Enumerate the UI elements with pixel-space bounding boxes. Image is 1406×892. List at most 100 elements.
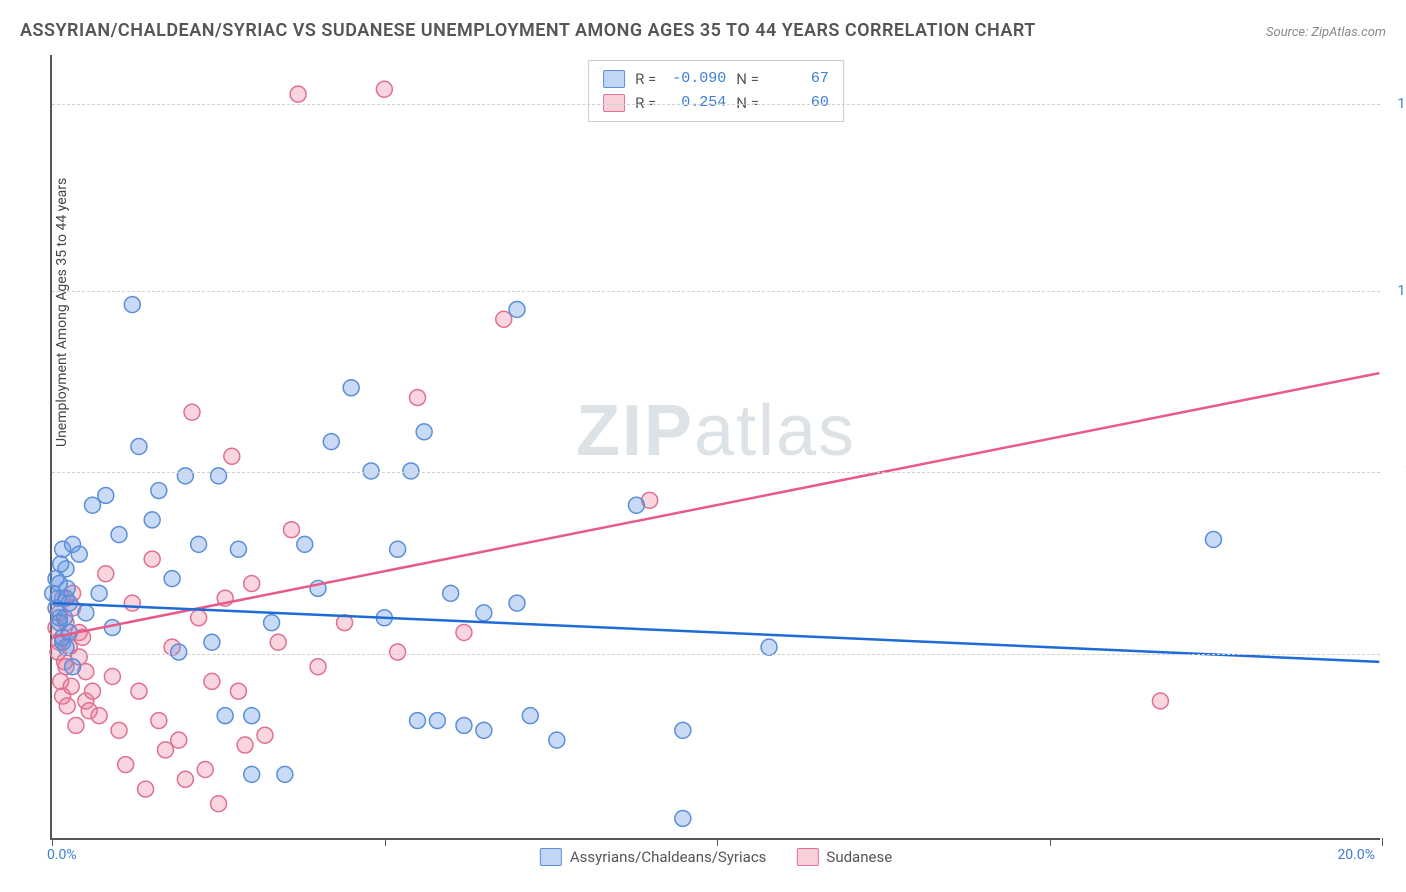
data-point [675,810,691,826]
data-point [184,404,200,420]
series-legend: Assyrians/Chaldeans/Syriacs Sudanese [540,848,892,866]
data-point [131,439,147,455]
data-point [63,678,79,694]
data-point [144,512,160,528]
scatter-svg [52,55,1380,838]
legend-swatch [540,848,562,866]
data-point [217,708,233,724]
data-point [509,595,525,611]
x-tick [1050,838,1051,846]
n-label: N = [736,67,759,91]
data-point [57,610,73,626]
data-point [310,659,326,675]
data-point [204,634,220,650]
data-point [68,717,84,733]
data-point [230,541,246,557]
data-point [476,605,492,621]
data-point [65,659,81,675]
data-point [390,541,406,557]
data-point [53,556,69,572]
data-point [403,463,419,479]
x-tick [52,838,53,846]
data-point [111,527,127,543]
series-legend-item: Sudanese [796,848,892,866]
data-point [390,644,406,660]
y-tick-label: 15.0% [1397,96,1406,112]
data-point [81,703,97,719]
gridline [52,654,1380,655]
source-attribution: Source: ZipAtlas.com [1266,25,1386,40]
data-point [164,571,180,587]
data-point [151,483,167,499]
data-point [59,698,75,714]
data-point [78,605,94,621]
data-point [144,551,160,567]
series-label: Sudanese [826,848,892,866]
data-point [522,708,538,724]
trend-line [53,373,1380,637]
data-point [171,732,187,748]
legend-swatch [603,94,625,112]
data-point [429,713,445,729]
x-axis-max-label: 20.0% [1337,847,1375,863]
data-point [124,297,140,313]
data-point [151,713,167,729]
series-legend-item: Assyrians/Chaldeans/Syriacs [540,848,767,866]
data-point [297,536,313,552]
data-point [85,497,101,513]
data-point [204,673,220,689]
data-point [277,766,293,782]
data-point [55,541,71,557]
n-label: N = [736,91,759,115]
data-point [476,722,492,738]
data-point [270,634,286,650]
legend-row: R =0.254N =60 [603,91,829,115]
data-point [416,424,432,440]
data-point [191,536,207,552]
y-tick-label: 11.2% [1397,283,1406,299]
data-point [118,757,134,773]
data-point [323,434,339,450]
data-point [157,742,173,758]
plot-area: Unemployment Among Ages 35 to 44 years Z… [50,55,1380,840]
data-point [85,683,101,699]
data-point [237,737,253,753]
data-point [191,610,207,626]
gridline [52,472,1380,473]
data-point [376,81,392,97]
gridline [52,104,1380,105]
r-label: R = [635,67,656,91]
data-point [138,781,154,797]
data-point [549,732,565,748]
x-tick [1382,838,1383,846]
r-value: -0.090 [666,67,726,91]
data-point [343,380,359,396]
data-point [71,546,87,562]
data-point [197,762,213,778]
data-point [675,722,691,738]
x-tick [717,838,718,846]
data-point [496,311,512,327]
data-point [284,522,300,538]
data-point [264,615,280,631]
data-point [257,727,273,743]
data-point [290,86,306,102]
correlation-legend: R =-0.090N =67R =0.254N =60 [588,60,844,122]
data-point [230,683,246,699]
data-point [111,722,127,738]
chart-title: ASSYRIAN/CHALDEAN/SYRIAC VS SUDANESE UNE… [20,20,1036,41]
data-point [98,487,114,503]
legend-swatch [603,70,625,88]
x-axis-min-label: 0.0% [47,847,77,863]
legend-swatch [796,848,818,866]
data-point [59,580,75,596]
n-value: 60 [769,91,829,115]
data-point [410,390,426,406]
data-point [509,301,525,317]
data-point [1205,532,1221,548]
data-point [177,468,193,484]
data-point [244,576,260,592]
legend-row: R =-0.090N =67 [603,67,829,91]
data-point [456,717,472,733]
data-point [443,585,459,601]
